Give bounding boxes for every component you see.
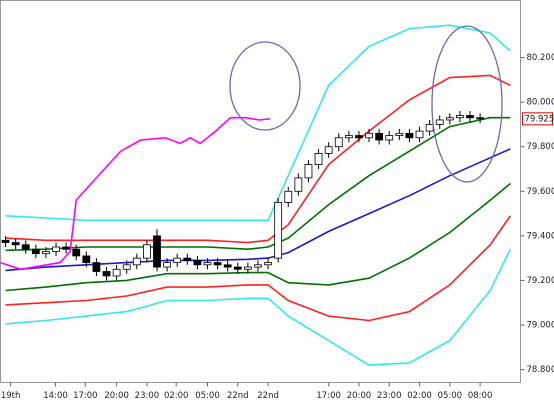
y-tick-label: 79.200	[527, 276, 554, 286]
candle-body	[344, 135, 353, 139]
annotation-ellipse	[229, 41, 301, 131]
candle-body	[193, 259, 202, 266]
candle-body	[233, 266, 242, 270]
candle-body	[102, 271, 111, 277]
candle-body	[112, 268, 121, 277]
x-tick-label: 17:00	[316, 391, 341, 401]
x-tick-label: 08:00	[468, 391, 493, 401]
candle-body	[1, 239, 10, 243]
last-value-box	[522, 112, 553, 126]
x-tick-label: 02:00	[407, 391, 432, 401]
indicator-line	[5, 182, 511, 292]
candle-body	[284, 190, 293, 203]
y-tick-label: 80.200	[527, 53, 554, 63]
candle-body	[11, 242, 20, 246]
candle-body	[425, 124, 434, 132]
candle-body	[223, 264, 232, 268]
candle-body	[122, 264, 131, 270]
candle-body	[456, 115, 464, 119]
x-tick-label: 20:00	[347, 391, 372, 401]
candle-body	[132, 257, 141, 266]
y-tick-label: 78.800	[527, 365, 554, 375]
y-tick-label: 80.000	[527, 98, 554, 108]
marks	[0, 24, 512, 366]
candle-body	[304, 164, 313, 179]
x-tick-label: 22nd	[227, 391, 249, 401]
last-value-label: 79.925	[525, 114, 554, 124]
indicator-line	[5, 248, 512, 366]
y-tick-label: 79.400	[527, 231, 554, 241]
candle-body	[153, 235, 161, 268]
candle-body	[476, 117, 485, 120]
candle-body	[274, 202, 283, 259]
candle-body	[143, 244, 151, 259]
indicator-line	[5, 74, 511, 244]
candle-body	[385, 135, 394, 141]
candle-body	[294, 177, 303, 192]
candle-body	[92, 262, 101, 272]
candle-body	[163, 262, 172, 268]
indicator-line	[5, 215, 512, 322]
x-tick-label: 23:00	[135, 391, 160, 401]
candle-body	[355, 135, 363, 139]
plot-area	[0, 0, 521, 383]
candle-body	[365, 132, 373, 139]
candle-body	[183, 257, 192, 261]
candle-body	[375, 132, 384, 141]
x-tick-label: 19th	[1, 391, 21, 401]
candle-body	[334, 137, 343, 148]
candle-body	[435, 119, 444, 125]
candle-body	[52, 246, 60, 252]
x-tick-label: 14:00	[43, 391, 68, 401]
candle-body	[466, 115, 474, 119]
x-tick-label: 02:00	[164, 391, 189, 401]
candle-body	[324, 146, 333, 154]
candle-body	[21, 244, 30, 250]
y-tick-label: 79.800	[527, 142, 554, 152]
candle-body	[203, 262, 212, 266]
annotation-ellipse	[431, 25, 503, 183]
candle-body	[445, 117, 454, 121]
candle-body	[82, 255, 91, 263]
candle-body	[395, 132, 404, 136]
candle-body	[213, 262, 222, 266]
indicator-line	[0, 116, 271, 271]
candle-body	[173, 257, 182, 263]
x-tick-label: 05:00	[438, 391, 463, 401]
candle-body	[72, 248, 81, 257]
indicator-line	[5, 116, 511, 252]
y-tick-label: 79.000	[527, 320, 554, 330]
x-tick-label: 20:00	[104, 391, 129, 401]
candle-body	[264, 262, 272, 266]
candle-body	[42, 251, 50, 255]
x-tick-label: 17:00	[73, 391, 98, 401]
candle-body	[243, 266, 252, 270]
x-tick-label: 05:00	[195, 391, 220, 401]
candle-body	[405, 132, 414, 139]
candle-body	[415, 130, 424, 139]
y-tick-label: 79.600	[527, 187, 554, 197]
candle-body	[62, 246, 71, 250]
x-tick-label: 22nd	[257, 391, 279, 401]
candle-body	[254, 264, 262, 268]
indicator-line	[5, 24, 511, 222]
x-tick-label: 23:00	[377, 391, 402, 401]
candle-body	[31, 248, 40, 255]
candle-body	[314, 152, 323, 165]
